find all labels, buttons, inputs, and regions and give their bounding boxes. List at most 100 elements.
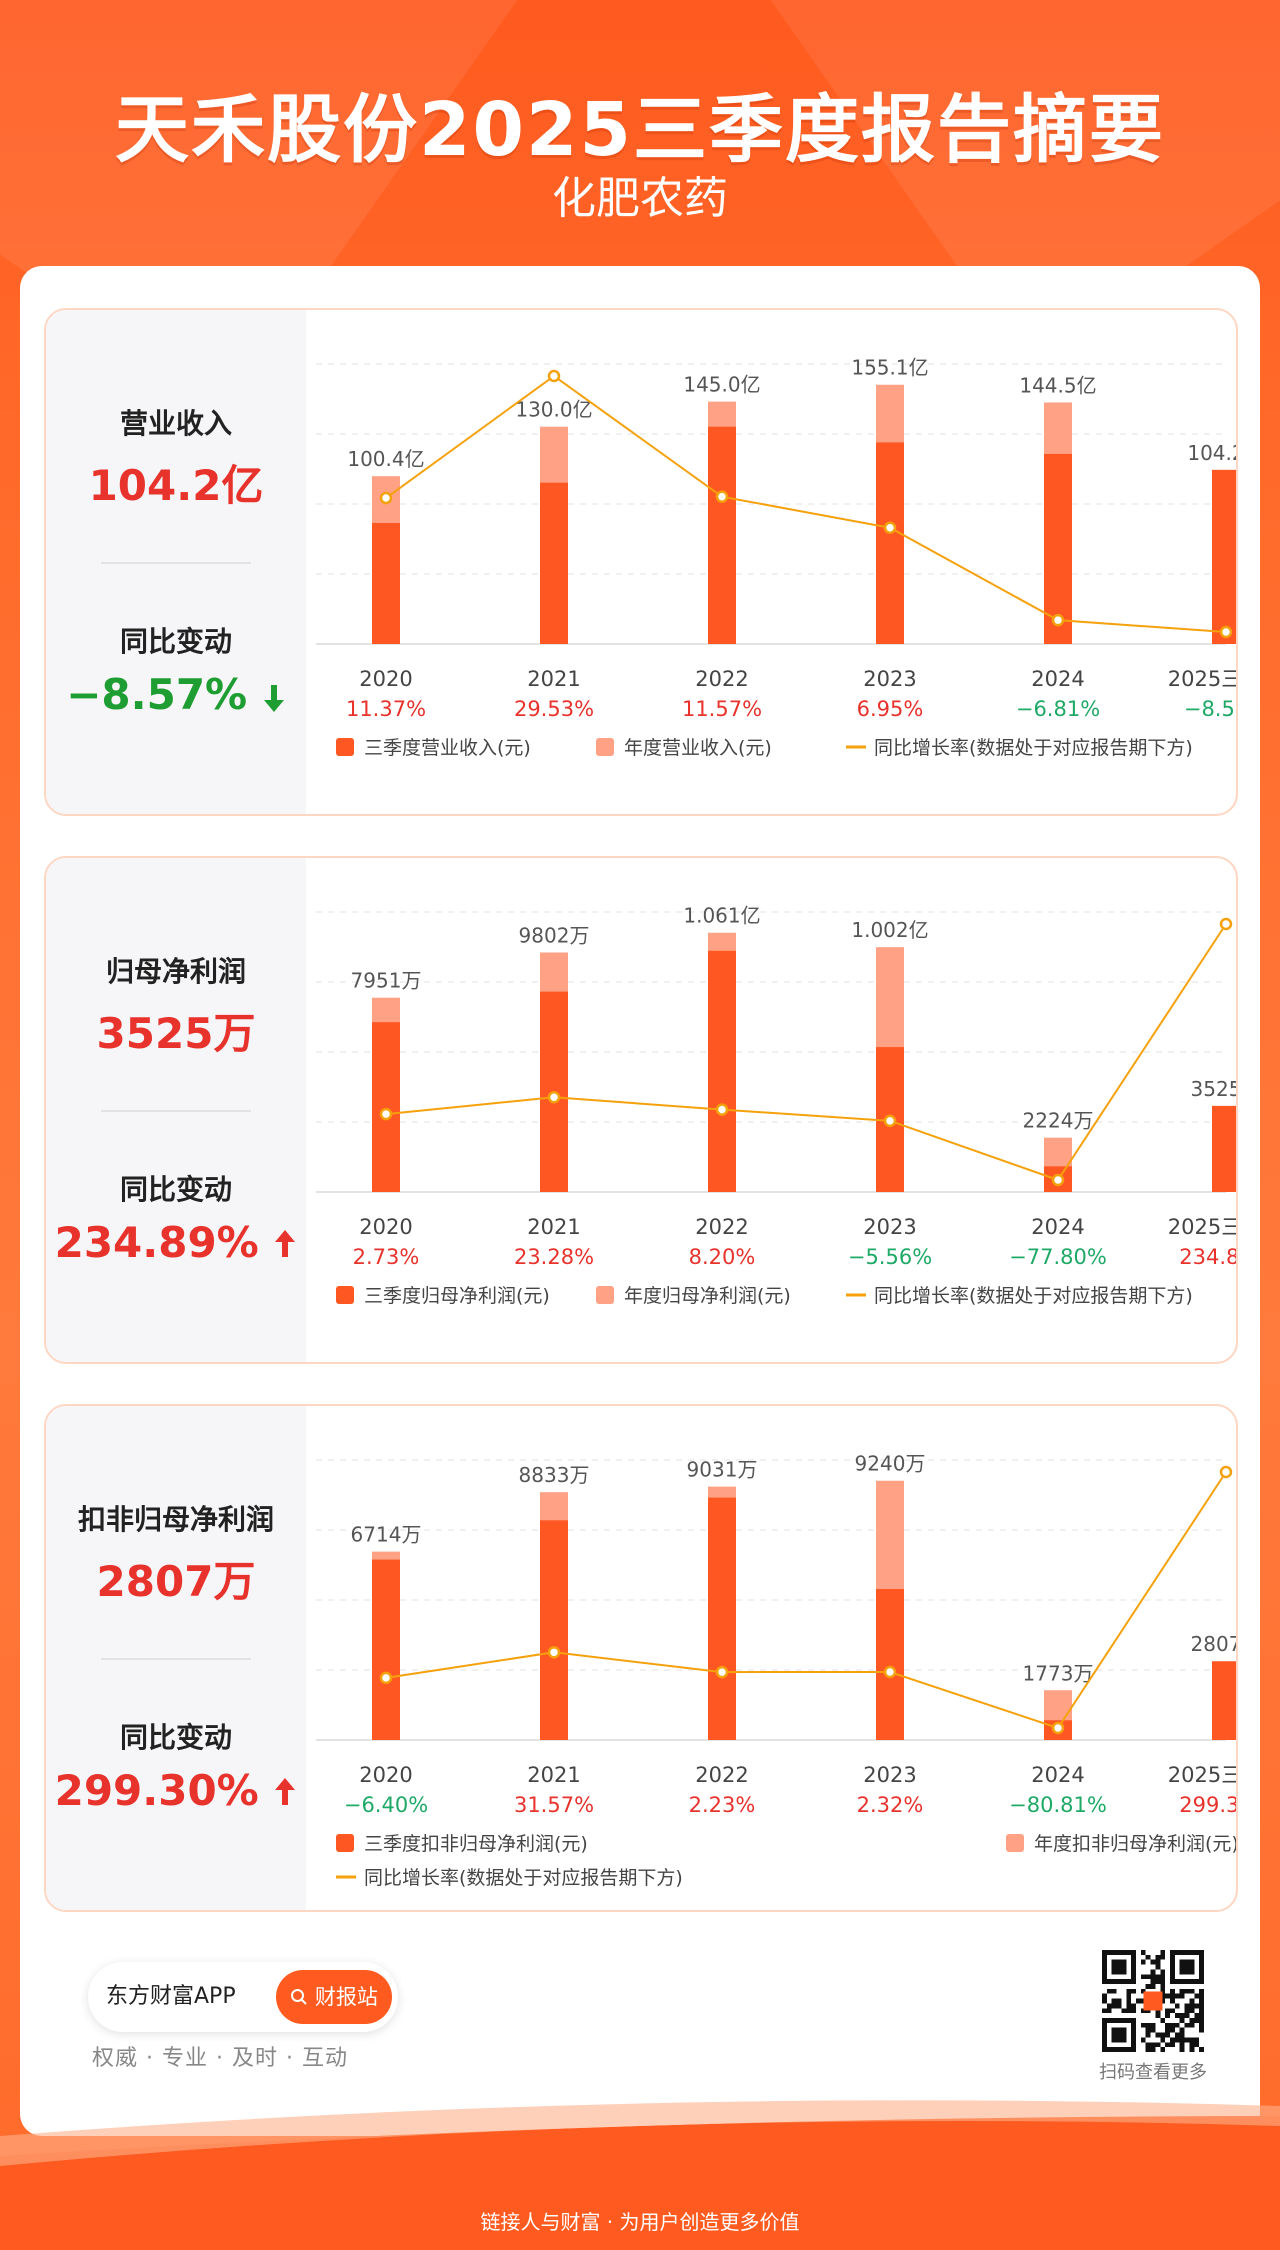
arrow-up-icon — [275, 1230, 296, 1257]
category-label: 2021 — [527, 1215, 580, 1239]
divider — [101, 1658, 251, 1660]
qr-module — [1140, 2022, 1146, 2028]
category-label: 2023 — [863, 1215, 916, 1239]
qr-module — [1165, 2008, 1170, 2014]
data-label: 3525万 — [1191, 1077, 1236, 1101]
qr-module — [1150, 1959, 1156, 1965]
app-search-bar[interactable]: 东方财富APP 财报站 — [88, 1962, 398, 2032]
qr-module — [1155, 2042, 1161, 2048]
qr-module — [1160, 1988, 1166, 1994]
qr-module — [1126, 2003, 1132, 2009]
growth-line — [385, 1471, 1227, 1730]
growth-label: −77.80% — [1009, 1245, 1107, 1269]
growth-point — [883, 1114, 897, 1128]
qr-module — [1174, 2022, 1180, 2028]
qr-module — [1199, 2022, 1204, 2028]
qr-module — [1165, 2013, 1170, 2018]
legend-swatch — [336, 738, 354, 756]
qr-module — [1170, 1993, 1175, 1999]
app-name: 东方财富APP — [106, 1984, 236, 2009]
growth-label: 11.37% — [346, 697, 426, 721]
arrow-up-icon — [275, 1778, 296, 1805]
q3-bar — [1212, 1105, 1236, 1192]
qr-module — [1136, 1998, 1141, 2004]
qr-module — [1155, 2032, 1161, 2038]
growth-label: 11.57% — [682, 697, 762, 721]
data-label: 1.002亿 — [851, 918, 928, 942]
category-label: 2020 — [359, 1763, 412, 1787]
qr-module — [1150, 2022, 1156, 2028]
qr-module — [1199, 2013, 1204, 2018]
legend-swatch — [596, 1286, 614, 1304]
qr-module — [1121, 2008, 1127, 2014]
q3-bar — [1212, 1661, 1236, 1740]
qr-module — [1179, 2042, 1185, 2048]
q3-bar — [1044, 453, 1072, 644]
qr-module — [1150, 2027, 1156, 2033]
qr-caption: 扫码查看更多 — [1099, 2062, 1207, 2083]
earnings-station-label: 财报站 — [314, 1985, 378, 2009]
revenue-chart: 100.4亿 130.0亿 145.0亿 155.1亿 144.5亿 104.2亿 2020… — [306, 310, 1236, 810]
qr-module — [1184, 2013, 1190, 2018]
growth-point — [1219, 917, 1233, 931]
growth-label: −80.81% — [1009, 1793, 1107, 1817]
qr-module — [1106, 2008, 1112, 2014]
legend-swatch — [336, 1286, 354, 1304]
qr-module — [1155, 1964, 1161, 1970]
growth-label: 234.89% — [1179, 1245, 1236, 1269]
bottom-slogan: 链接人与财富 · 为用户创造更多价值 — [480, 2210, 800, 2234]
deducted-profit-chart: 6714万 8833万 9031万 9240万 1773万 2807万 2020 −6.40%… — [306, 1406, 1236, 1906]
qr-module — [1111, 1998, 1117, 2004]
qr-module — [1155, 1954, 1161, 1960]
q3-bar — [876, 1589, 904, 1740]
data-label: 2807万 — [1191, 1632, 1236, 1656]
deducted-profit-card: 扣非归母净利润 2807万 同比变动 299.30% 6714万 8833万 903… — [44, 1404, 1238, 1912]
qr-module — [1199, 2027, 1204, 2033]
data-label: 9802万 — [519, 923, 590, 947]
qr-module — [1174, 1993, 1180, 1999]
earnings-station-button[interactable]: 财报站 — [276, 1970, 392, 2024]
qr-module — [1145, 1974, 1151, 1980]
tagline: 权威 · 专业 · 及时 · 互动 — [92, 2046, 348, 2071]
deducted-profit-summary: 扣非归母净利润 2807万 同比变动 299.30% — [46, 1406, 306, 1910]
qr-module — [1199, 1998, 1204, 2004]
category-label: 2022 — [695, 667, 748, 691]
qr-module — [1102, 2008, 1107, 2014]
category-label: 2020 — [359, 667, 412, 691]
growth-label: 2.73% — [353, 1245, 420, 1269]
qr-module — [1160, 2018, 1166, 2023]
metric-label: 营业收入 — [119, 407, 232, 440]
qr-code[interactable] — [1102, 1950, 1204, 2052]
growth-line — [385, 923, 1227, 1182]
category-label: 2024 — [1031, 1763, 1084, 1787]
data-label: 2224万 — [1023, 1109, 1094, 1133]
qr-module — [1165, 2027, 1170, 2033]
growth-point — [715, 1665, 729, 1679]
net-profit-card: 归母净利润 3525万 同比变动 234.89% 7951万 9802万 1.061… — [44, 856, 1238, 1364]
qr-module — [1184, 2008, 1190, 2014]
qr-module — [1194, 2037, 1200, 2043]
data-label: 155.1亿 — [851, 356, 928, 380]
qr-module — [1174, 2032, 1180, 2038]
growth-label: 6.95% — [857, 697, 924, 721]
legend-label: 三季度扣非归母净利润(元) — [364, 1833, 588, 1855]
qr-module — [1131, 2003, 1136, 2009]
qr-module — [1170, 2022, 1175, 2028]
qr-module — [1150, 1974, 1156, 1980]
qr-module — [1165, 1993, 1170, 1999]
growth-label: −6.40% — [344, 1793, 428, 1817]
qr-module — [1199, 2018, 1204, 2023]
qr-module — [1179, 2027, 1185, 2033]
qr-module — [1145, 1954, 1151, 1960]
qr-module — [1199, 2008, 1204, 2014]
data-label: 8833万 — [519, 1463, 590, 1487]
growth-label: 31.57% — [514, 1793, 594, 1817]
data-label: 100.4亿 — [347, 447, 424, 471]
qr-module — [1189, 2047, 1195, 2052]
net-profit-summary: 归母净利润 3525万 同比变动 234.89% — [46, 858, 306, 1362]
category-label: 2023 — [863, 667, 916, 691]
qr-module — [1126, 2008, 1132, 2014]
data-label: 9031万 — [687, 1458, 758, 1482]
category-label: 2023 — [863, 1763, 916, 1787]
growth-label: −6.81% — [1016, 697, 1100, 721]
